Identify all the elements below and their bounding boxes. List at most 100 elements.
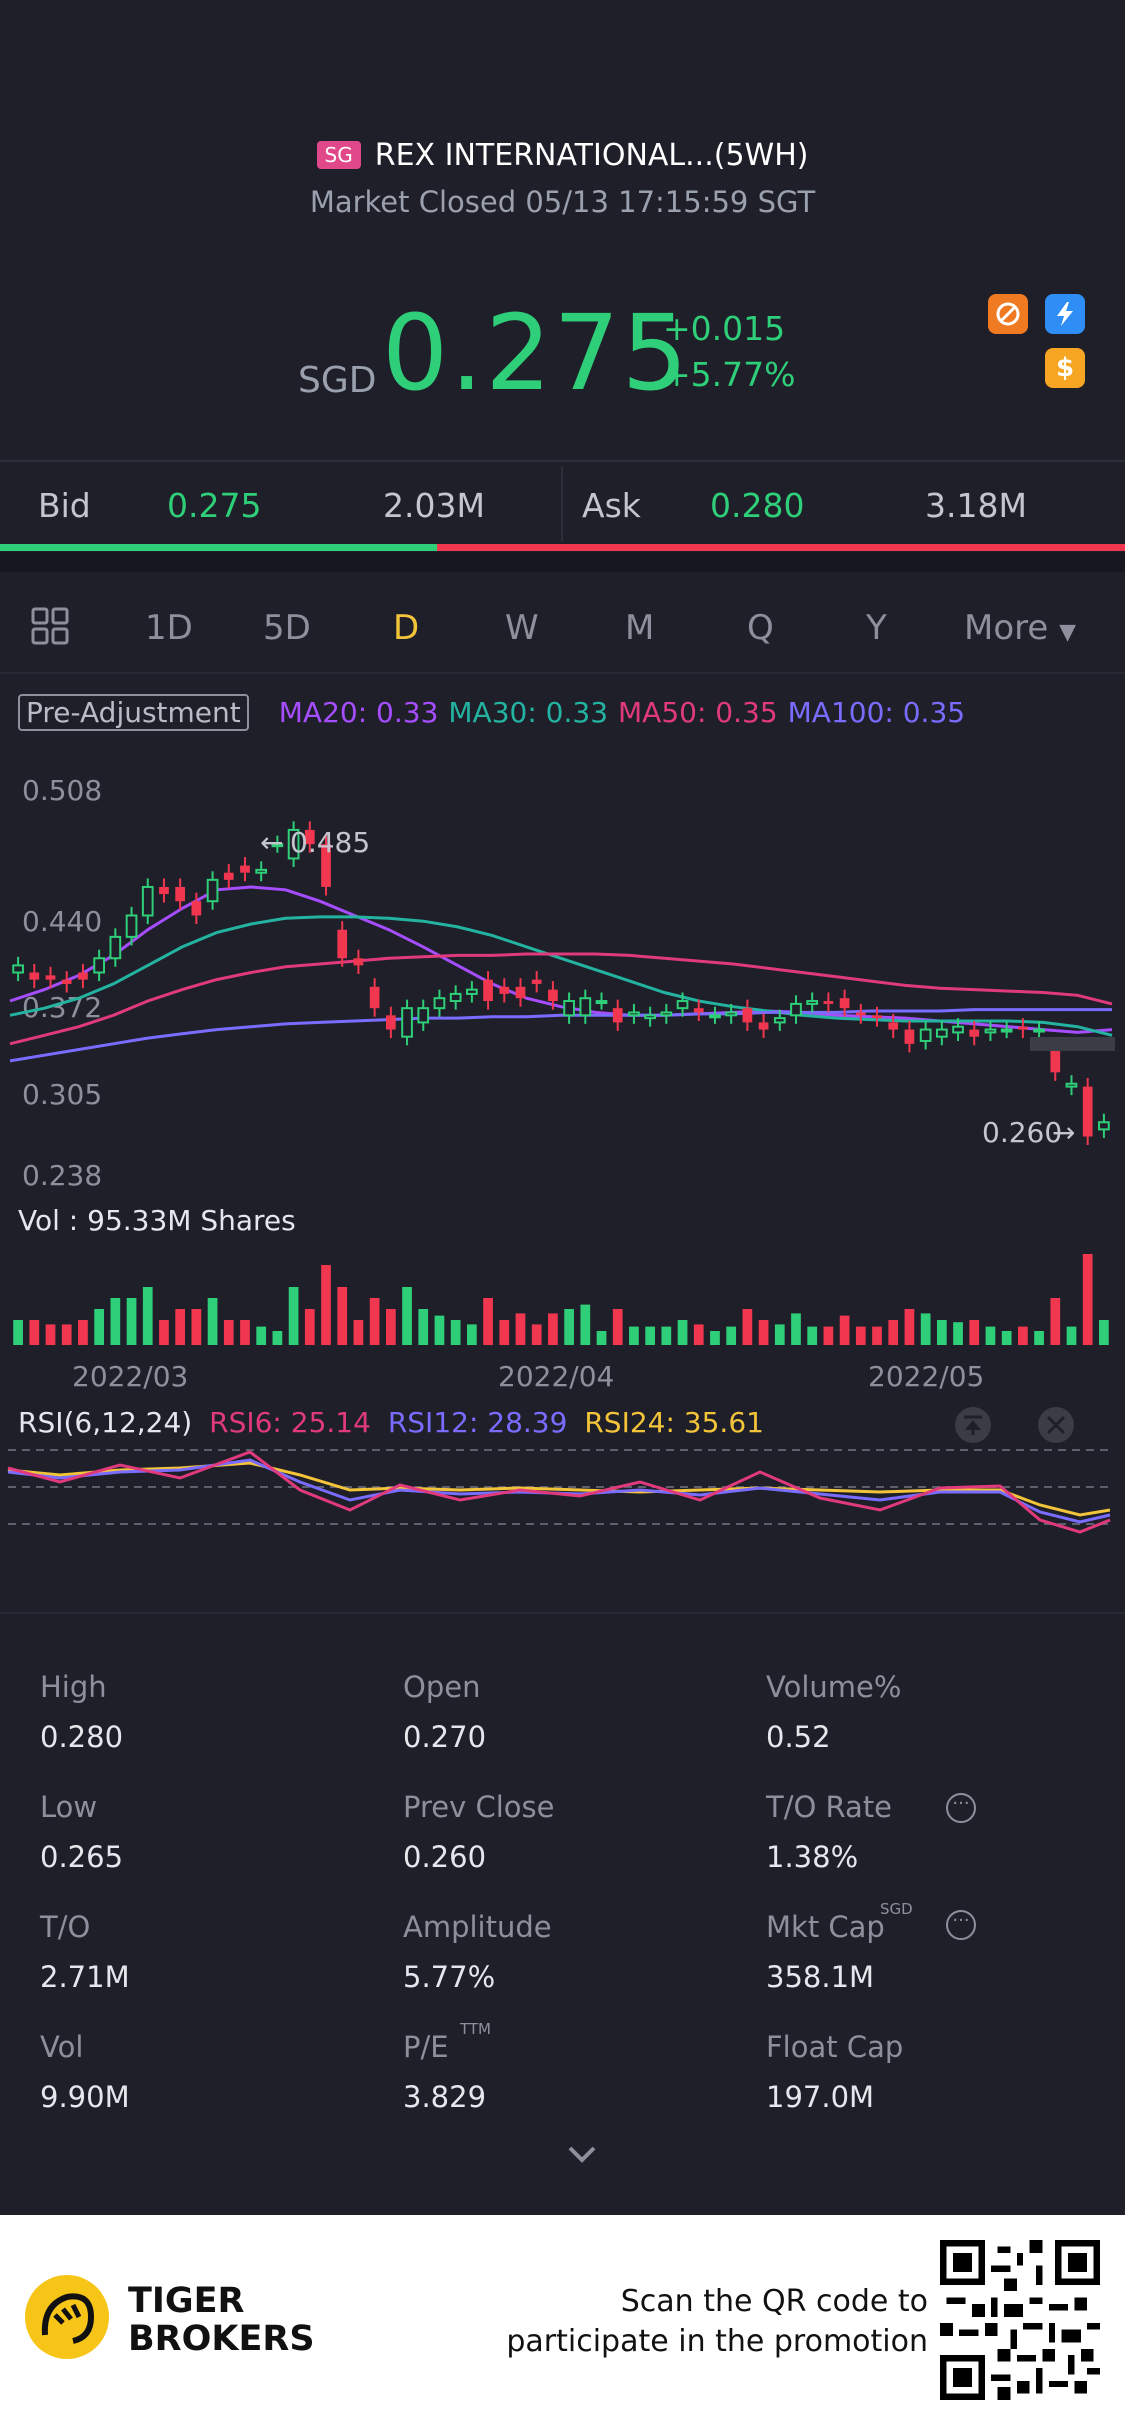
expand-chevron-icon[interactable] [562,2138,602,2172]
volume-bar [29,1320,40,1345]
flash-icon[interactable] [1045,294,1085,334]
volume-bar [402,1287,412,1345]
candle-body [612,1008,623,1023]
tab-quarterly[interactable]: Q [747,608,774,648]
tab-monthly[interactable]: M [625,608,655,648]
candle-body [935,1028,948,1038]
candle-body [141,885,154,917]
stat-label: Low [40,1790,98,1824]
candle-body [790,1002,802,1017]
price-chart[interactable]: 0.508 0.440 0.372 0.305 0.238 ← 0.485 0.… [0,770,1125,1600]
stat-label: Amplitude [403,1910,552,1944]
low-marker-arrow: → [1052,1116,1075,1149]
qr-code[interactable] [940,2240,1100,2400]
volume-bar [1034,1331,1044,1345]
stat-label: High [40,1670,107,1704]
low-marker: 0.260 [982,1116,1062,1149]
volume-bar [483,1298,493,1345]
volume-bar [1018,1326,1028,1345]
candle-body [709,1014,721,1019]
brand-line-2: BROKERS [128,2319,315,2359]
candle-body [563,1000,575,1017]
quote-header [0,0,1125,460]
stat-label: Vol [40,2030,84,2064]
rsi12-line [7,1458,1111,1524]
tab-1d[interactable]: 1D [145,608,193,648]
volume-bar [45,1324,56,1345]
stat-value: 3.829 [403,2080,487,2114]
candle-body [61,979,72,984]
volume-bar [353,1320,364,1345]
stats-panel [0,1612,1125,2212]
candle-body [175,886,186,902]
candle-body [109,935,122,960]
promo-line-2: participate in the promotion [506,2324,928,2359]
candle-body [855,1012,866,1016]
candle-body [1018,1026,1028,1030]
tab-weekly[interactable]: W [505,608,539,648]
volume-bar [1001,1331,1012,1345]
candle-body [417,1007,430,1024]
candle-body [206,878,219,903]
stat-label: P/E [403,2030,449,2064]
volume-label: Vol : 95.33M Shares [18,1204,296,1237]
stat-value: 0.270 [403,1720,487,1754]
more-info-icon[interactable]: ··· [946,1910,976,1940]
ma50-legend: MA50: 0.35 [618,695,778,729]
x-tick-label: 2022/05 [868,1360,984,1393]
ma30-legend: MA30: 0.33 [448,695,609,729]
more-info-icon[interactable]: ··· [946,1793,976,1823]
stat-value: 0.280 [40,1720,124,1754]
volume-bar [985,1326,996,1345]
candlesticks [12,821,1110,1146]
volume-bar [548,1313,558,1345]
candle-body [579,997,592,1017]
pre-adjustment-toggle[interactable]: Pre-Adjustment [18,693,249,731]
candle-body [904,1029,915,1044]
promo-text: Scan the QR code to participate in the p… [480,2282,928,2362]
promo-footer [0,2215,1125,2427]
stock-title-row[interactable]: SG REX INTERNATIONAL...(5WH) [0,130,1125,180]
y-tick-label: 0.238 [22,1159,102,1192]
rsi-pin-icon[interactable] [955,1407,991,1443]
candle-body [888,1022,899,1030]
volume-bar [467,1324,477,1345]
tab-more-label: More [964,608,1049,648]
stat-value: 0.260 [403,1840,487,1874]
volume-bar [175,1309,186,1345]
promo-line-1: Scan the QR code to [620,2284,928,2319]
volume-bar [531,1324,542,1345]
y-tick-label: 0.508 [22,774,102,807]
candle-body [255,868,268,874]
no-short-icon[interactable] [988,294,1028,334]
rsi-close-icon[interactable] [1038,1407,1074,1443]
volume-bar [1050,1298,1061,1345]
volume-bar [758,1320,769,1345]
candle-body [1098,1121,1110,1131]
candle-body [660,1011,673,1017]
volume-bar [823,1326,834,1345]
candle-body [337,929,348,959]
tab-5d[interactable]: 5D [263,608,311,648]
tab-more[interactable]: More ▼ [964,608,1076,648]
volume-bar [580,1304,591,1345]
candle-body [919,1028,932,1042]
ma30-line [9,915,1113,1037]
stat-value: 0.265 [40,1840,124,1874]
candle-body [676,1000,689,1010]
tab-daily[interactable]: D [393,608,420,648]
rsi6-line [7,1450,1111,1534]
currency-superscript: SGD [880,1900,913,1918]
candle-body [1050,1050,1061,1073]
ask-ratio-bar [437,544,1125,551]
candle-body [952,1025,964,1034]
bid-price: 0.275 [167,486,262,525]
candle-body [191,901,202,916]
layout-grid-icon[interactable] [30,606,70,655]
tab-yearly[interactable]: Y [866,608,887,648]
dollar-icon[interactable]: $ [1045,348,1085,388]
x-tick-label: 2022/04 [498,1360,614,1393]
currency-label: SGD [298,360,377,401]
stat-label: Float Cap [766,2030,904,2064]
volume-bar [159,1320,169,1345]
